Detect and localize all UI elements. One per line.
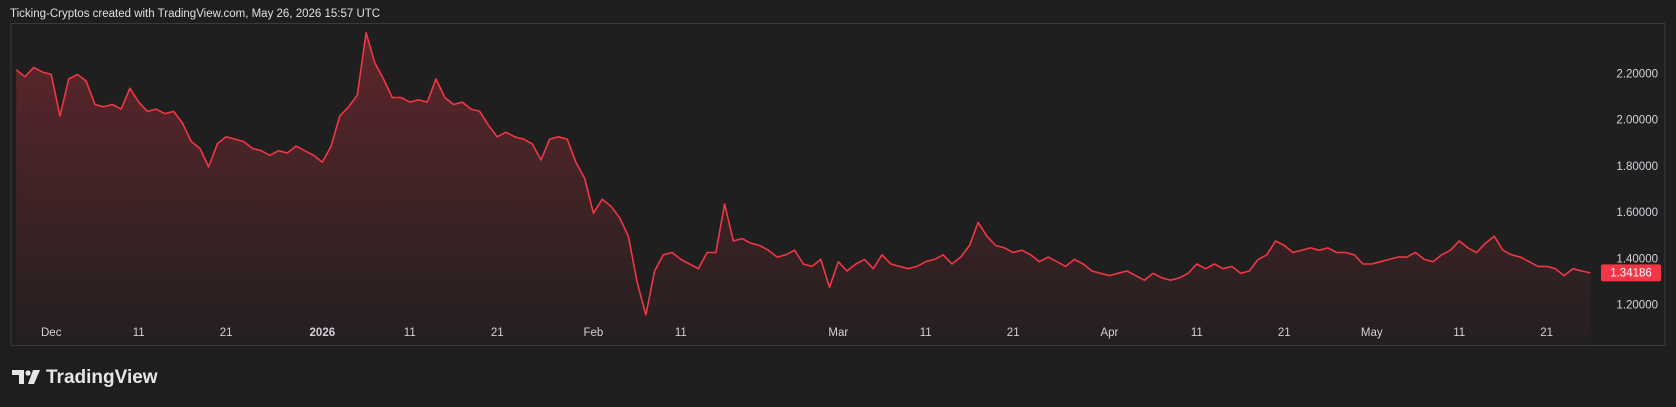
- y-tick-label: 2.00000: [1616, 115, 1658, 127]
- logo-icon: [28, 370, 40, 384]
- y-tick-label: 2.20000: [1616, 68, 1658, 80]
- last-price-label: 1.34186: [1610, 267, 1652, 279]
- logo-icon: [25, 370, 31, 376]
- y-tick-label: 1.60000: [1616, 207, 1658, 219]
- y-tick-label: 1.40000: [1616, 253, 1658, 265]
- y-tick-label: 1.80000: [1616, 161, 1658, 173]
- last-price-box: [1601, 264, 1661, 282]
- area-fill: [16, 32, 1591, 346]
- logo-icon: [12, 370, 24, 384]
- y-tick-label: 1.20000: [1616, 300, 1658, 312]
- price-line: [15, 31, 1591, 316]
- chart-title: Ticking-Cryptos created with TradingView…: [10, 8, 380, 20]
- logo: TradingView: [12, 367, 158, 388]
- brand-text: TradingView: [46, 367, 158, 388]
